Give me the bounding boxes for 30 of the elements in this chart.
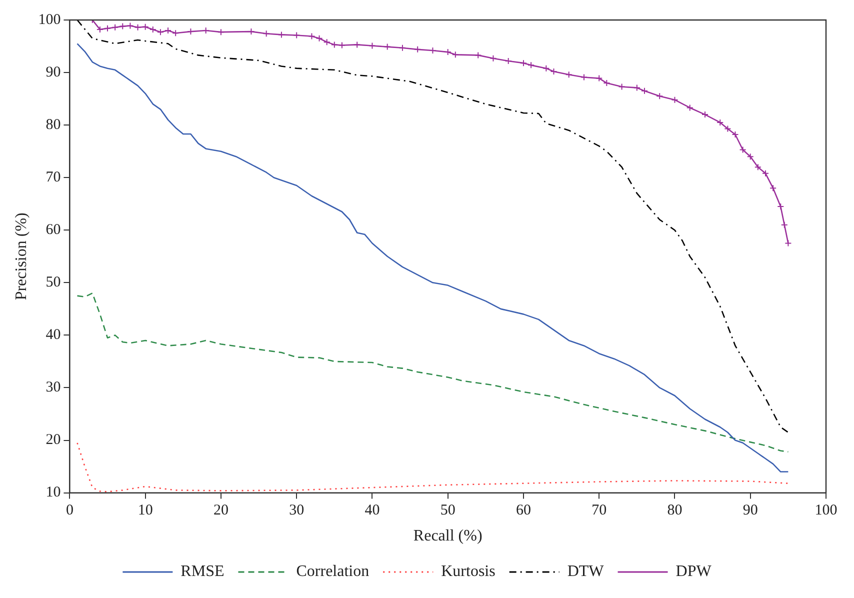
y-tick-label: 70: [46, 170, 61, 186]
x-tick-label: 0: [66, 502, 74, 519]
x-tick-label: 50: [440, 502, 456, 519]
x-tick-label: 100: [814, 502, 838, 519]
legend-label: RMSE: [180, 563, 224, 580]
x-tick-label: 40: [364, 502, 380, 519]
x-tick-label: 30: [289, 502, 304, 519]
legend-label: Kurtosis: [441, 563, 496, 580]
y-tick-label: 50: [46, 274, 61, 291]
y-tick-label: 10: [46, 484, 61, 501]
x-tick-label: 10: [138, 502, 153, 519]
y-tick-label: 80: [46, 117, 61, 134]
y-tick-label: 90: [46, 64, 61, 80]
x-tick-label: 20: [213, 502, 228, 519]
y-tick-label: 40: [46, 327, 61, 344]
y-axis-title: Precision (%): [12, 212, 30, 300]
x-tick-label: 80: [667, 502, 682, 519]
legend-label: DTW: [567, 563, 605, 580]
legend-label: DPW: [676, 563, 712, 580]
x-tick-label: 90: [742, 502, 758, 519]
y-tick-label: 20: [46, 432, 61, 448]
line-series: [76, 292, 789, 452]
x-tick-label: 60: [516, 502, 531, 519]
x-tick-label: 70: [592, 502, 607, 519]
y-tick-label: 60: [46, 222, 61, 238]
line-series: [76, 442, 789, 492]
legend-label: Correlation: [296, 563, 370, 580]
y-tick-label: 100: [38, 12, 61, 28]
x-axis-title: Recall (%): [413, 528, 482, 545]
y-tick-label: 30: [46, 380, 61, 396]
